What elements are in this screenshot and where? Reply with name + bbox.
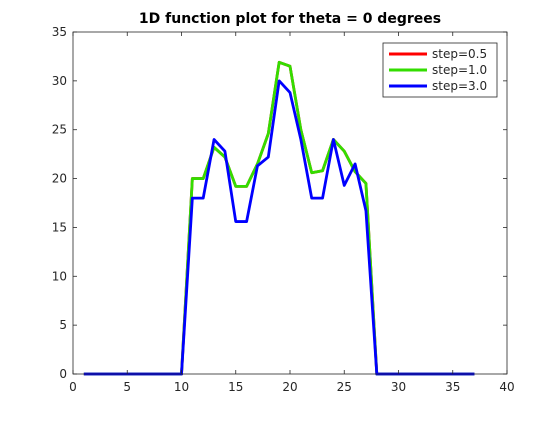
x-tick-label: 15 <box>228 380 243 394</box>
y-tick-label: 10 <box>52 269 67 283</box>
y-tick-label: 35 <box>52 25 67 39</box>
y-tick-label: 30 <box>52 74 67 88</box>
x-tick-label: 0 <box>69 380 77 394</box>
x-tick-label: 25 <box>337 380 352 394</box>
legend-label-2: step=1.0 <box>432 63 487 77</box>
x-axis: 0 5 10 15 20 25 30 35 40 <box>69 32 515 394</box>
legend: step=0.5 step=1.0 step=3.0 <box>382 42 498 98</box>
x-tick-label: 40 <box>499 380 514 394</box>
y-axis: 0 5 10 15 20 25 30 35 <box>52 25 507 381</box>
y-tick-label: 0 <box>59 367 67 381</box>
x-tick-label: 10 <box>174 380 189 394</box>
legend-label-3: step=3.0 <box>432 79 487 93</box>
x-tick-label: 20 <box>282 380 297 394</box>
chart-title: 1D function plot for theta = 0 degrees <box>139 11 441 27</box>
y-tick-label: 20 <box>52 172 67 186</box>
y-tick-label: 25 <box>52 123 67 137</box>
y-tick-label: 15 <box>52 220 67 234</box>
x-tick-label: 5 <box>123 380 131 394</box>
x-tick-label: 30 <box>391 380 406 394</box>
legend-label-1: step=0.5 <box>432 47 487 61</box>
x-tick-label: 35 <box>445 380 460 394</box>
y-tick-label: 5 <box>59 318 67 332</box>
